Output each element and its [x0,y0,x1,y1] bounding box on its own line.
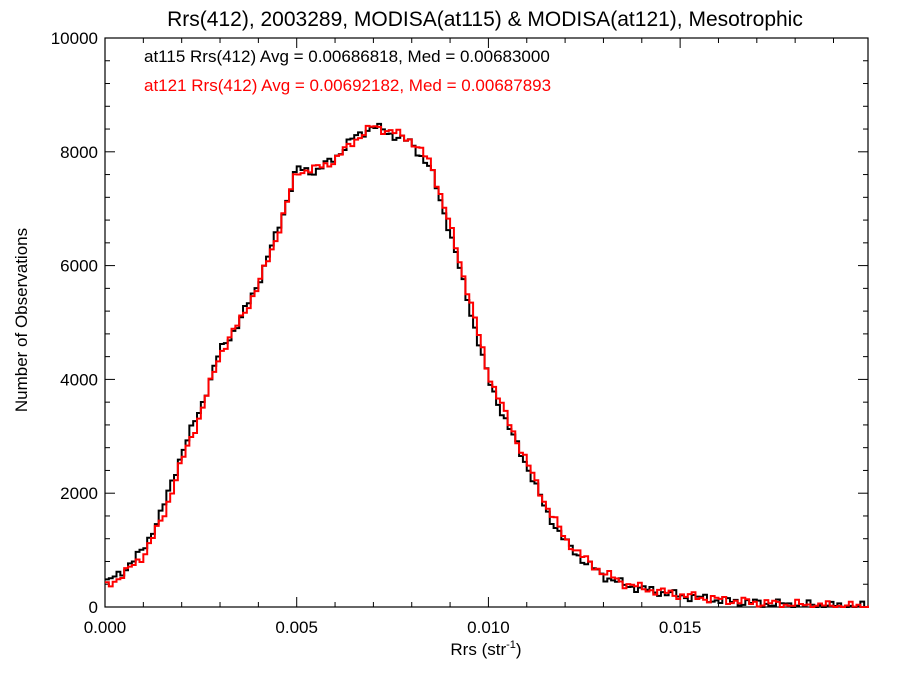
x-axis-title: Rrs (str-1) [450,639,521,659]
x-axis: 0.000 0.005 0.010 0.015 [84,38,834,637]
y-tick-label: 8000 [60,143,98,162]
y-axis-title: Number of Observations [12,228,31,412]
y-tick-label: 6000 [60,257,98,276]
y-axis: 0 2000 4000 6000 8000 10000 [51,29,868,617]
x-tick-label: 0.010 [467,618,510,637]
y-tick-label: 2000 [60,484,98,503]
y-tick-label: 0 [89,598,98,617]
chart-title: Rrs(412), 2003289, MODISA(at115) & MODIS… [167,8,803,31]
legend-annotation-at121: at121 Rrs(412) Avg = 0.00692182, Med = 0… [144,76,551,95]
x-tick-label: 0.015 [659,618,702,637]
x-tick-label: 0.000 [84,618,127,637]
y-tick-label: 10000 [51,29,98,48]
x-axis-title-close: ) [516,640,522,659]
plot-frame [104,37,869,608]
y-tick-label: 4000 [60,370,98,389]
x-tick-label: 0.005 [275,618,318,637]
series-group [105,122,869,608]
series-line-1 [105,124,869,608]
series-line-0 [105,122,868,608]
legend-annotation-at115: at115 Rrs(412) Avg = 0.00686818, Med = 0… [144,47,550,66]
x-axis-title-superscript: -1 [506,639,516,651]
x-axis-title-text: Rrs (str [450,640,506,659]
